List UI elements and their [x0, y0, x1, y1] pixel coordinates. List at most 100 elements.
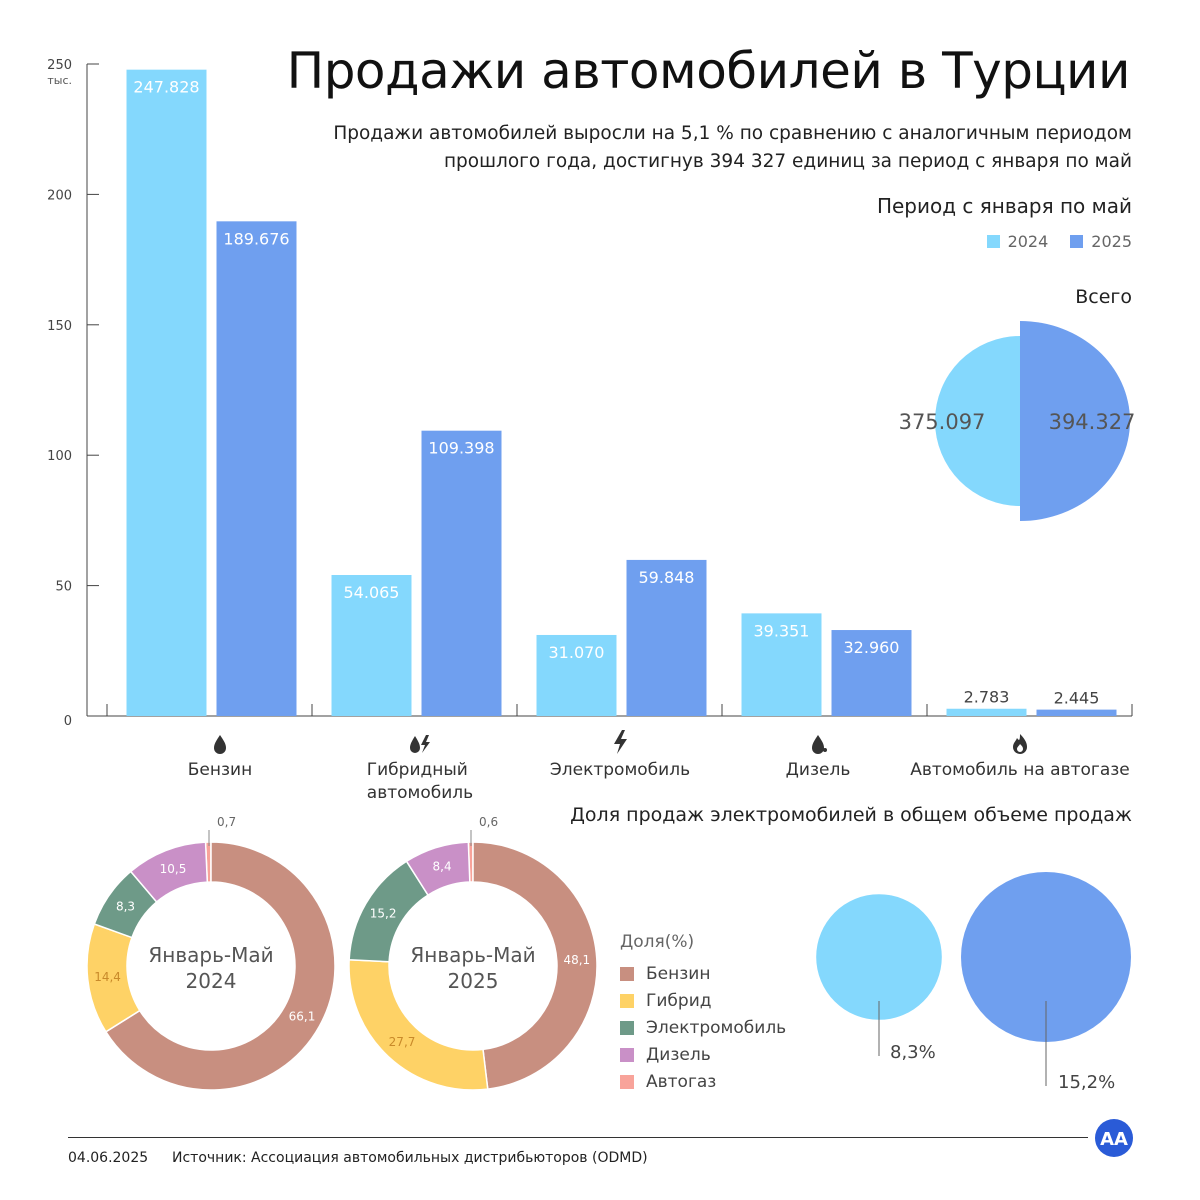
pie-label-2024: 375.097	[899, 410, 986, 434]
ev-bubble-2025	[961, 872, 1131, 1042]
footer-date: 04.06.2025	[68, 1150, 149, 1166]
donut-segment-0	[472, 841, 598, 1090]
donut-segment-label: 10,5	[160, 862, 187, 876]
share-legend-item-dizel: Дизель	[620, 1041, 786, 1068]
donut-center-label: Январь-Май	[148, 943, 273, 967]
y-unit-label: тыс.	[47, 74, 72, 87]
donut-center-year: 2025	[448, 969, 499, 993]
bar-value-label: 54.065	[344, 583, 400, 602]
pie-half-2025	[1020, 321, 1130, 521]
logo-circle	[1095, 1119, 1133, 1157]
ev-bubble-2024	[816, 894, 942, 1020]
bar-2025-0	[216, 221, 297, 716]
share-legend-title: Доля(%)	[620, 932, 695, 952]
footer-source: Источник: Ассоциация автомобильных дистр…	[172, 1150, 648, 1166]
bar-2024-2	[536, 634, 617, 716]
legend-label-2025: 2025	[1091, 232, 1132, 251]
footer-divider	[68, 1137, 1088, 1138]
share-legend-label: Гибрид	[646, 990, 712, 1011]
donut-segment-label: 0,6	[479, 815, 498, 829]
bar-2025-3	[831, 630, 912, 716]
share-legend-swatch	[620, 1020, 634, 1035]
category-label-benzin: Бензин	[188, 760, 252, 780]
bar-value-label: 39.351	[754, 621, 810, 640]
share-legend-item-avtogaz: Автогаз	[620, 1068, 786, 1095]
bar-value-label: 247.828	[133, 78, 199, 97]
category-label-gibrid: Гибридный автомобиль	[367, 760, 474, 803]
bar-value-label: 2.445	[1054, 689, 1100, 708]
share-legend-item-gibrid: Гибрид	[620, 987, 786, 1014]
bar-value-label: 109.398	[428, 439, 494, 458]
y-tick-label: 100	[47, 449, 72, 464]
donut-segment-label: 27,7	[389, 1035, 416, 1049]
share-legend-swatch	[620, 966, 634, 981]
y-tick-label: 0	[64, 714, 72, 729]
donut-center-year: 2024	[186, 969, 237, 993]
y-tick-label: 250	[47, 58, 72, 73]
y-tick-label: 200	[47, 188, 72, 203]
bar-value-label: 32.960	[844, 638, 900, 657]
bar-chart: тыс. 0 50 100 150 200 250 247.828 189.676 54.06…	[47, 58, 1133, 803]
share-legend-item-electro: Электромобиль	[620, 1014, 786, 1041]
donut-segment-0	[104, 841, 336, 1091]
share-legend-item-benzin: Бензин	[620, 960, 786, 987]
bar-value-label: 189.676	[223, 229, 289, 248]
bar-value-label: 59.848	[639, 568, 695, 587]
drop-icon	[214, 735, 226, 754]
lightning-icon	[614, 730, 627, 754]
ev-share-bubbles: 8,3% 15,2%	[816, 872, 1131, 1093]
category-label-electro: Электромобиль	[550, 760, 690, 780]
oil-drop-icon	[812, 735, 827, 754]
share-legend-swatch	[620, 1047, 634, 1062]
bar-2025-4	[1036, 709, 1117, 716]
legend-item-2025: 2025	[1070, 232, 1132, 251]
category-label-dizel: Дизель	[786, 760, 851, 780]
donut-segment-label: 8,3	[116, 900, 135, 914]
donut-segment-3	[405, 841, 471, 897]
donut-segment-label: 14,4	[94, 970, 121, 984]
share-legend-label: Электромобиль	[646, 1017, 787, 1038]
page-title: Продажи автомобилей в Турции	[286, 42, 1131, 100]
share-legend-label: Автогаз	[646, 1071, 717, 1092]
logo-text: AA	[1100, 1129, 1128, 1150]
donut-center-label: Январь-Май	[410, 943, 535, 967]
share-legend: Доля(%) Бензин Гибрид Электромобиль Дизе…	[620, 932, 786, 1095]
donut-segment-label: 8,4	[433, 860, 452, 874]
legend-swatch-2025	[1070, 235, 1084, 248]
bar-2024-4	[946, 708, 1027, 716]
ev-share-label: 8,3%	[890, 1042, 936, 1063]
legend-label-2024: 2024	[1007, 232, 1049, 251]
donut-segment-label: 66,1	[289, 1009, 316, 1023]
ev-share-title: Доля продаж электромобилей в общем объем…	[570, 804, 1132, 826]
bar-value-label: 2.783	[964, 688, 1010, 707]
share-legend-swatch	[620, 1074, 634, 1089]
share-legend-label: Дизель	[646, 1044, 711, 1065]
aa-logo: AA	[1095, 1119, 1133, 1157]
hybrid-icon	[410, 735, 430, 753]
share-legend-label: Бензин	[646, 963, 711, 984]
donut-segment-label: 48,1	[563, 953, 590, 967]
year-legend: 2024 2025	[986, 232, 1132, 251]
bar-value-label: 31.070	[549, 643, 605, 662]
bar-2025-1	[421, 430, 502, 716]
donut-segment-3	[129, 841, 209, 904]
bar-2025-2	[626, 559, 707, 716]
donut-segment-label: 15,2	[370, 907, 397, 921]
legend-swatch-2024	[986, 235, 1000, 248]
pie-label-2025: 394.327	[1049, 410, 1136, 434]
page-subtitle: Продажи автомобилей выросли на 5,1 % по …	[333, 123, 1132, 172]
total-pie-title: Всего	[1075, 286, 1132, 308]
pie-half-2024	[935, 336, 1020, 506]
ev-share-label: 15,2%	[1058, 1072, 1115, 1093]
total-pie-chart: 375.097 394.327	[899, 321, 1136, 521]
y-tick-label: 150	[47, 319, 72, 334]
share-legend-swatch	[620, 993, 634, 1008]
bar-2024-1	[331, 574, 412, 716]
flame-icon	[1013, 734, 1027, 754]
bar-2024-3	[741, 613, 822, 716]
bar-2024-0	[126, 69, 207, 717]
period-label: Период с января по май	[876, 194, 1132, 218]
y-tick-label: 50	[55, 580, 72, 595]
